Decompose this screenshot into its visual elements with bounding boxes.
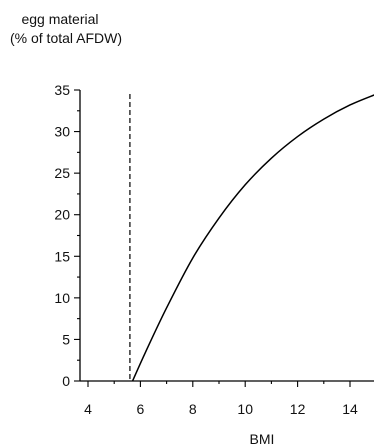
x-axis-label: BMI bbox=[250, 431, 275, 447]
marks bbox=[129, 94, 374, 382]
x-tick-label: 10 bbox=[237, 401, 253, 417]
y-tick-label: 10 bbox=[54, 290, 70, 306]
x-tick-label: 8 bbox=[189, 401, 197, 417]
series-line bbox=[131, 94, 374, 382]
y-tick-label: 25 bbox=[54, 165, 70, 181]
y-tick-label: 20 bbox=[54, 207, 70, 223]
x-tick-label: 4 bbox=[84, 401, 92, 417]
y-axis-label-line2: (% of total AFDW) bbox=[9, 30, 123, 46]
y-tick-label: 0 bbox=[62, 373, 70, 389]
x-tick-label: 12 bbox=[290, 401, 306, 417]
axes bbox=[79, 90, 374, 382]
y-tick-label: 30 bbox=[54, 124, 70, 140]
y-tick-label: 15 bbox=[54, 248, 70, 264]
y-tick-label: 35 bbox=[54, 82, 70, 98]
y-axis-label-line1: egg material bbox=[21, 11, 99, 27]
x-tick-label: 6 bbox=[137, 401, 145, 417]
y-tick-label: 5 bbox=[62, 331, 70, 347]
x-tick-label: 14 bbox=[342, 401, 358, 417]
ticks: 0 5 10 15 20 25 30 35 4 6 8 10 12 14 bbox=[54, 82, 358, 417]
